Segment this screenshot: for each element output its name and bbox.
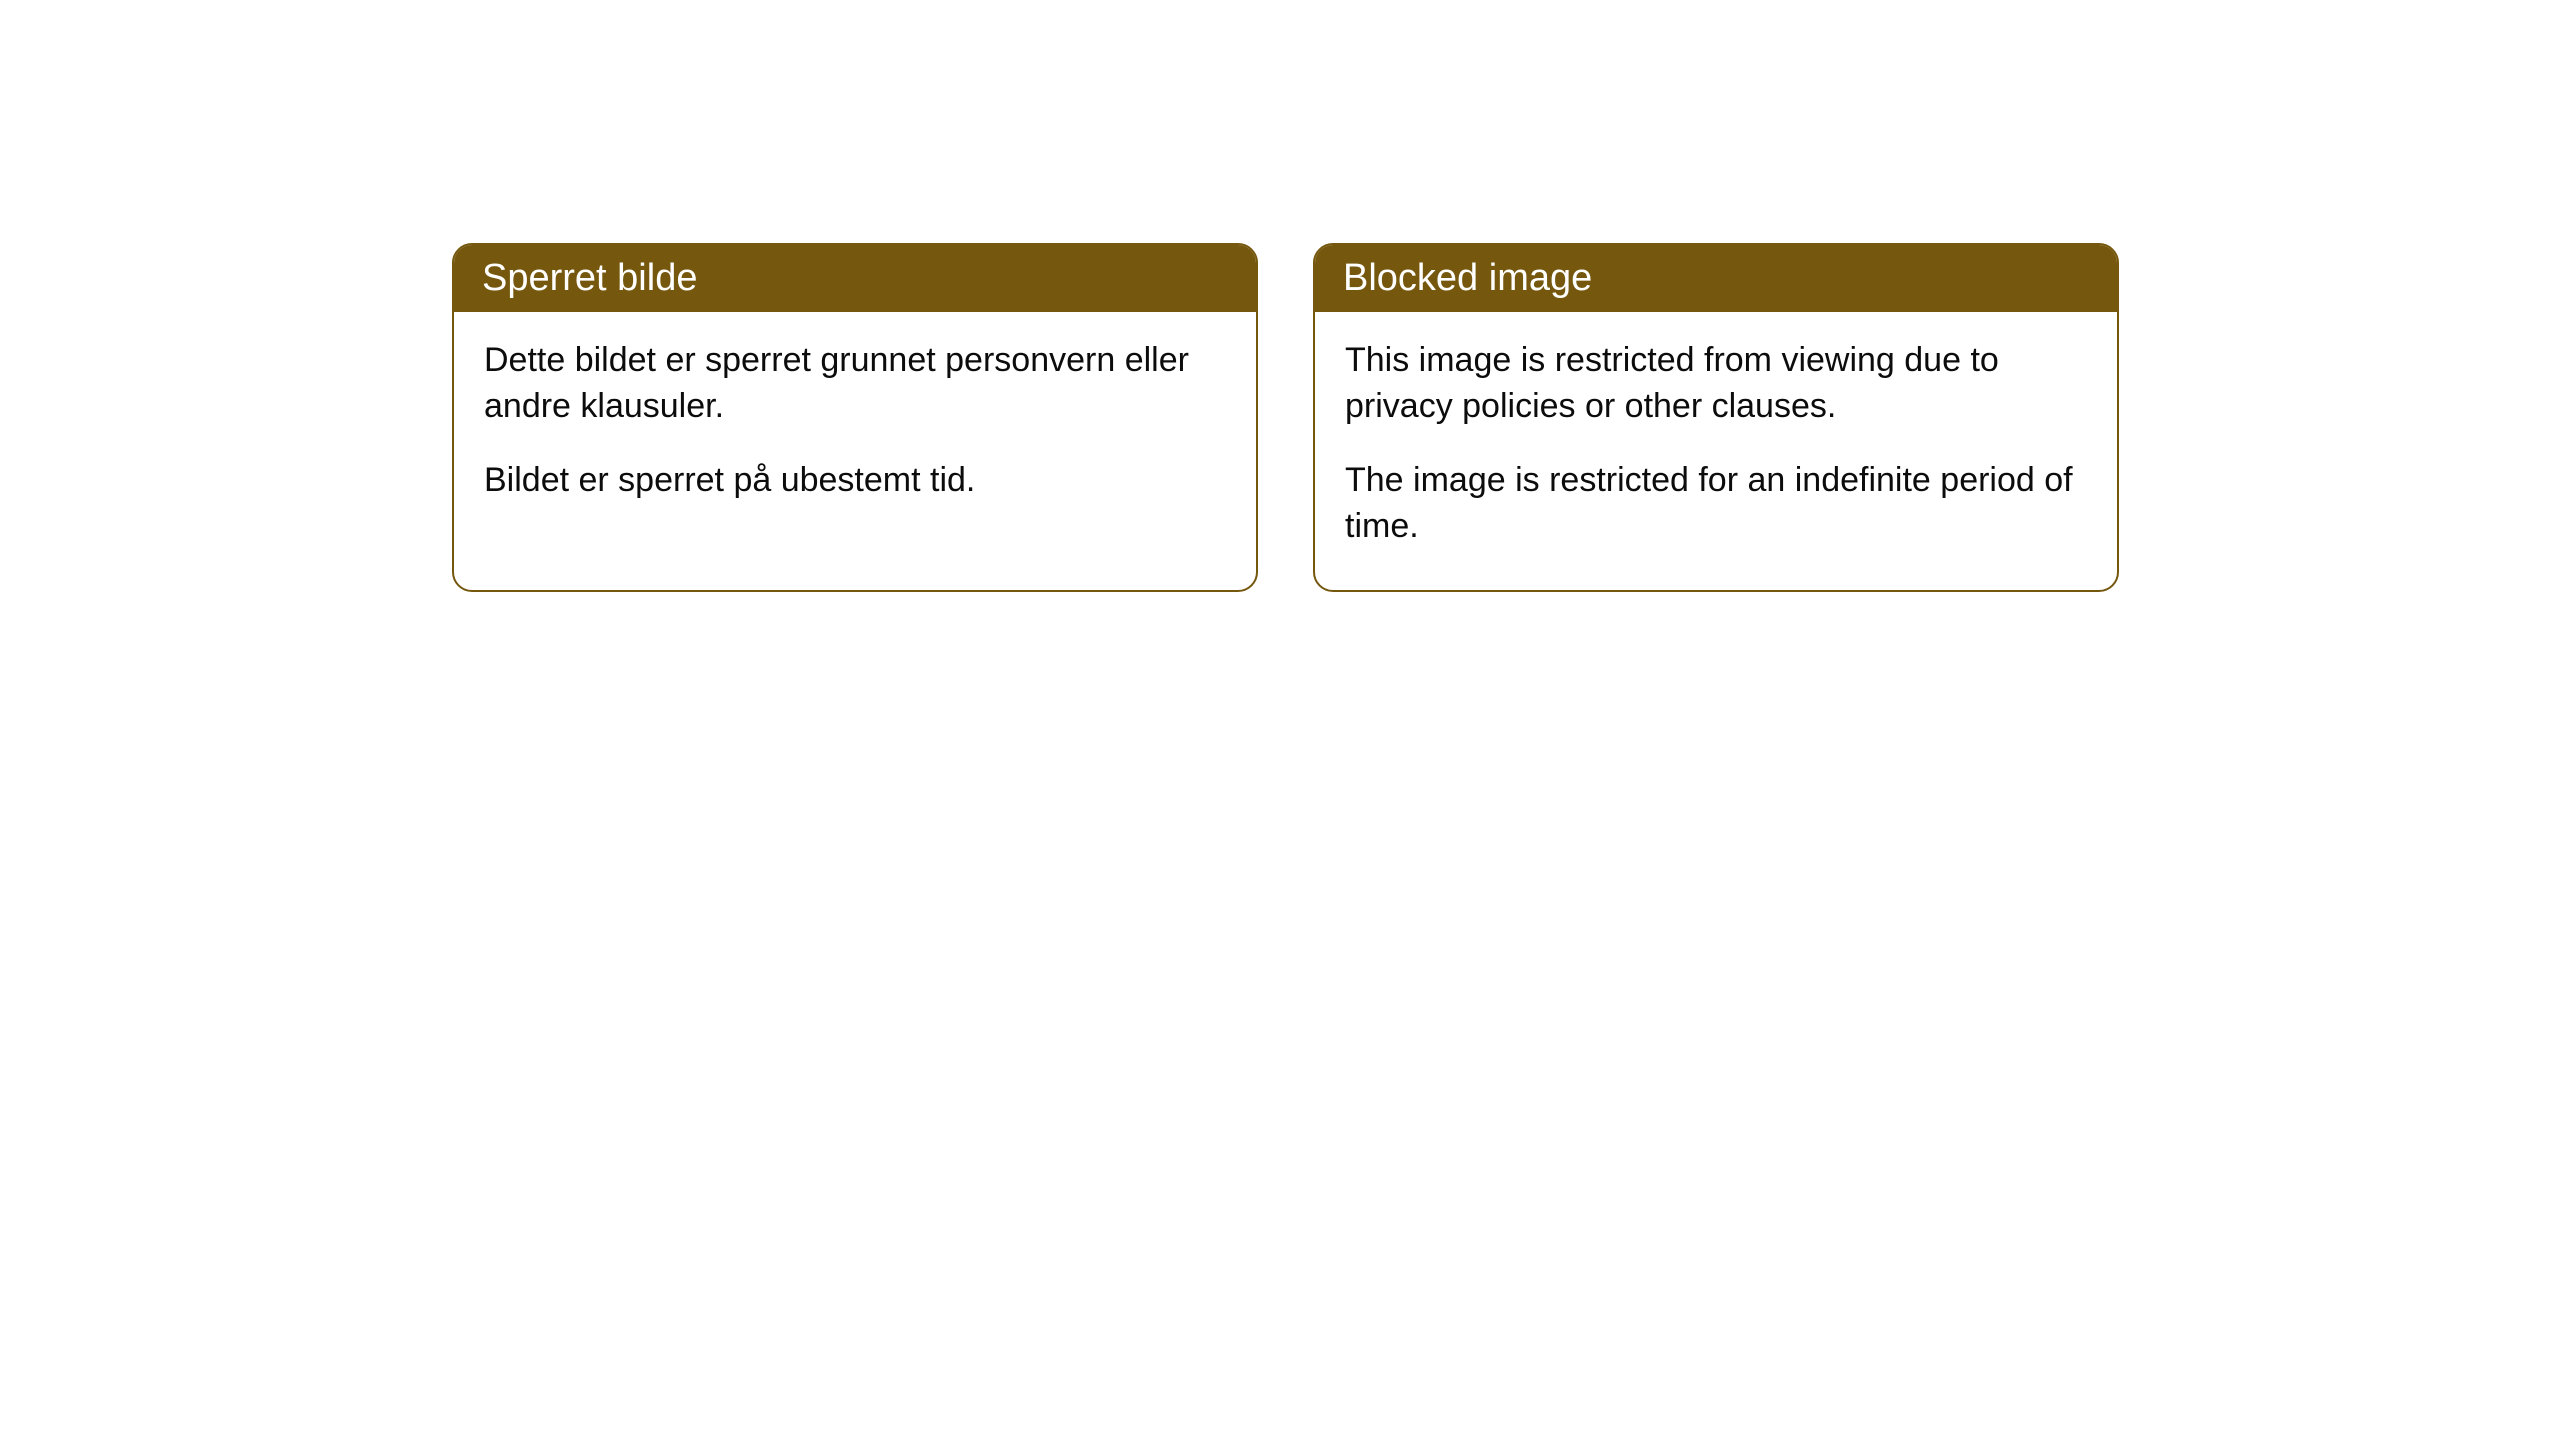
card-body: This image is restricted from viewing du… [1315, 312, 2117, 590]
card-title: Sperret bilde [482, 257, 697, 299]
card-paragraph-1: Dette bildet er sperret grunnet personve… [484, 338, 1226, 430]
card-paragraph-1: This image is restricted from viewing du… [1345, 338, 2087, 430]
card-title: Blocked image [1343, 257, 1592, 299]
notice-cards-container: Sperret bilde Dette bildet er sperret gr… [452, 243, 2119, 592]
card-header: Blocked image [1315, 245, 2117, 312]
blocked-image-card-english: Blocked image This image is restricted f… [1313, 243, 2119, 592]
card-header: Sperret bilde [454, 245, 1256, 312]
card-paragraph-2: The image is restricted for an indefinit… [1345, 458, 2087, 550]
blocked-image-card-norwegian: Sperret bilde Dette bildet er sperret gr… [452, 243, 1258, 592]
card-paragraph-2: Bildet er sperret på ubestemt tid. [484, 458, 1226, 504]
card-body: Dette bildet er sperret grunnet personve… [454, 312, 1256, 544]
